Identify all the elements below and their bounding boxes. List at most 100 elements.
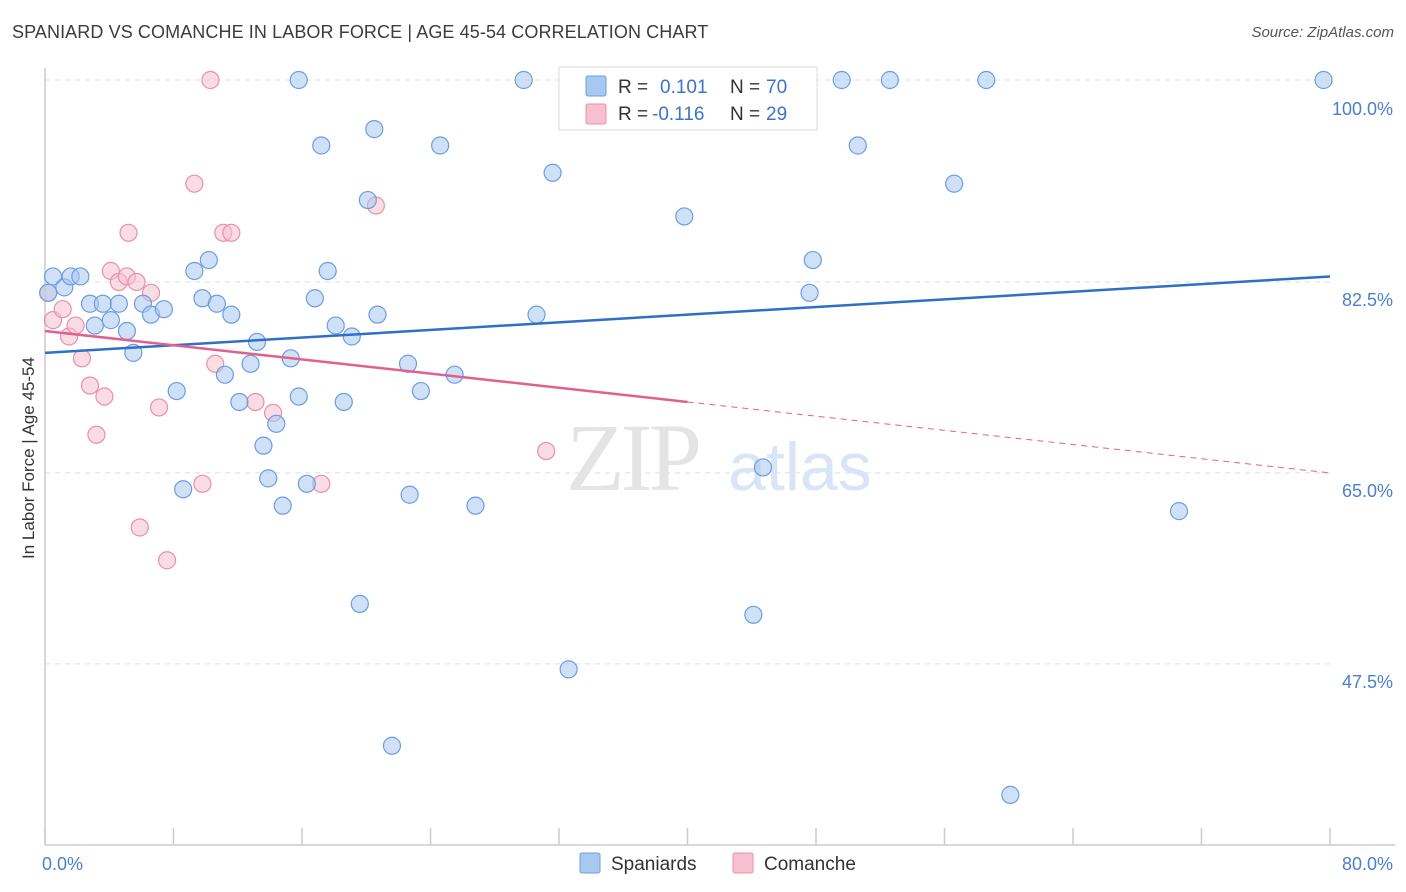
comanche-point (87, 425, 106, 444)
comanche-point (185, 174, 204, 193)
spaniards-point (527, 305, 546, 324)
chart-title: SPANIARD VS COMANCHE IN LABOR FORCE | AG… (12, 22, 709, 42)
legend-r-label-spaniards: R = (618, 77, 648, 98)
spaniards-point (342, 327, 361, 346)
bottom-legend-swatch-spaniards (579, 852, 601, 874)
series-legend: Spaniards Comanche (579, 852, 856, 875)
spaniards-point (241, 354, 260, 373)
legend-swatch-comanche (585, 103, 607, 125)
watermark-zip: ZIP (566, 404, 699, 511)
spaniards-point (117, 321, 137, 341)
comanche-point (53, 300, 72, 319)
bottom-legend-label-spaniards: Spaniards (611, 854, 697, 875)
spaniards-point (174, 480, 193, 499)
spaniards-point (945, 174, 964, 193)
spaniards-point (382, 736, 402, 755)
comanche-trend-line (44, 329, 688, 404)
spaniards-point (800, 283, 819, 302)
y-tick-label: 65.0% (1342, 481, 1393, 501)
comanche-point (537, 441, 556, 461)
spaniards-point (1169, 502, 1189, 521)
spaniards-point (334, 392, 353, 412)
spaniards-point (1001, 785, 1020, 804)
x-tick-label: 0.0% (42, 854, 83, 874)
comanche-point (119, 223, 138, 242)
spaniards-point (411, 381, 430, 401)
legend-r-value-comanche: -0.116 (652, 104, 704, 125)
spaniards-point (43, 267, 63, 286)
spaniards-point (289, 70, 308, 90)
spaniards-point (326, 316, 345, 335)
comanche-point (222, 223, 241, 242)
comanche-point (246, 392, 265, 412)
spaniards-point (753, 458, 773, 477)
spaniards-point (207, 294, 226, 313)
comanche-point (72, 349, 92, 368)
spaniards-point (259, 469, 278, 488)
gridlines (45, 79, 1330, 665)
watermark-atlas: atlas (728, 429, 872, 505)
comanche-point (127, 272, 146, 292)
spaniards-point (222, 305, 241, 324)
spaniards-point (39, 283, 58, 302)
spaniards-point (247, 332, 267, 352)
spaniards-point (167, 381, 186, 401)
spaniards-point (199, 250, 218, 270)
spaniards-point (254, 436, 273, 455)
spaniards-point (185, 261, 204, 281)
spaniards-point (215, 365, 234, 384)
spaniards-trend-line (44, 275, 1331, 355)
comanche-point (193, 474, 212, 493)
legend-r-label-comanche: R = (618, 104, 648, 125)
legend-n-value-comanche: 29 (766, 104, 787, 125)
spaniards-point (803, 250, 822, 270)
spaniards-point (350, 594, 369, 613)
spaniards-point (365, 120, 384, 139)
spaniards-point (832, 70, 851, 90)
y-tick-label: 47.5% (1342, 672, 1393, 692)
watermark: ZIP atlas (566, 404, 872, 511)
spaniards-point (431, 136, 450, 155)
axes (44, 68, 1395, 846)
spaniards-point (71, 267, 90, 286)
correlation-legend: R = 0.101 N = 70 R = -0.116 N = 29 (558, 66, 818, 131)
spaniards-point (1314, 70, 1333, 90)
spaniards-point (880, 70, 899, 90)
spaniards-point (543, 163, 562, 182)
y-tick-label: 100.0% (1332, 99, 1393, 119)
bottom-legend-swatch-comanche (732, 852, 754, 874)
x-tick-labels: 0.0% 80.0% (42, 854, 1393, 874)
spaniards-point (85, 316, 104, 335)
spaniards-point (273, 496, 292, 515)
comanche-point (80, 376, 100, 395)
bottom-legend-label-comanche: Comanche (764, 854, 856, 875)
spaniards-point (305, 289, 324, 308)
source-credit: Source: ZipAtlas.com (1251, 24, 1394, 41)
legend-n-label-comanche: N = (730, 104, 760, 125)
spaniards-point (109, 294, 128, 313)
legend-n-label-spaniards: N = (730, 77, 760, 98)
spaniards-point (514, 70, 533, 90)
trend-lines (44, 275, 1331, 474)
comanche-point (130, 518, 149, 537)
spaniards-point (318, 261, 337, 281)
comanche-point (157, 551, 177, 570)
x-tick-label: 80.0% (1342, 854, 1393, 874)
spaniards-point (368, 305, 387, 324)
legend-r-value-spaniards: 0.101 (660, 77, 708, 98)
spaniards-point (559, 660, 578, 679)
spaniards-point (289, 387, 308, 406)
y-tick-labels: 100.0% 82.5% 65.0% 47.5% (1332, 99, 1393, 692)
y-axis-label: In Labor Force | Age 45-54 (19, 357, 38, 559)
comanche-point (66, 316, 85, 335)
comanche-point (201, 70, 220, 90)
spaniards-point (154, 300, 173, 319)
y-tick-label: 82.5% (1342, 290, 1393, 310)
comanche-point (95, 387, 114, 406)
comanche-points (39, 70, 556, 570)
spaniards-point (101, 311, 120, 330)
legend-swatch-spaniards (585, 75, 607, 97)
spaniards-point (977, 70, 996, 90)
legend-n-value-spaniards: 70 (766, 77, 787, 98)
spaniards-point (744, 605, 763, 624)
